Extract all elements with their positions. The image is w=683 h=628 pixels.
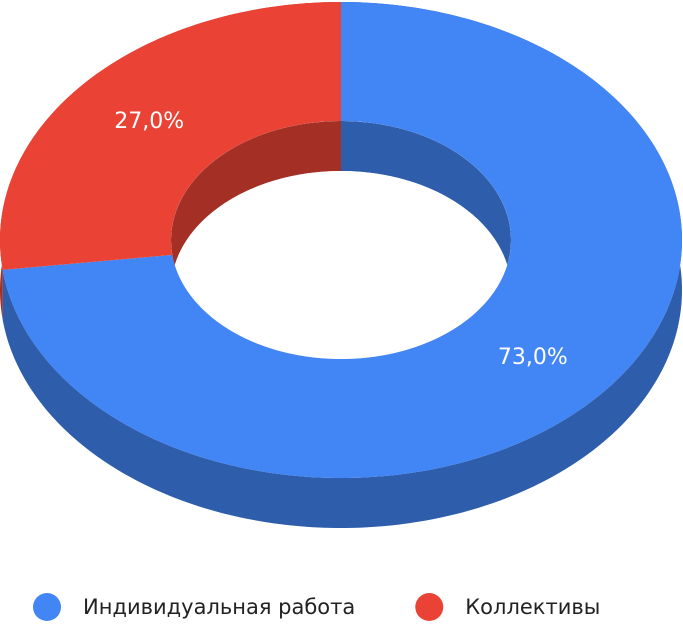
slices xyxy=(0,2,682,478)
legend: Индивидуальная работа Коллективы xyxy=(33,593,600,621)
legend-label: Индивидуальная работа xyxy=(83,595,355,619)
legend-swatch xyxy=(415,593,444,621)
value-label: 73,0% xyxy=(498,345,568,370)
slice xyxy=(0,2,341,270)
value-label: 27,0% xyxy=(114,109,184,134)
value-labels: 73,0% 27,0% xyxy=(114,109,568,370)
legend-label: Коллективы xyxy=(465,595,600,619)
slice xyxy=(2,2,682,478)
hole-wall xyxy=(171,121,341,305)
legend-swatch xyxy=(33,593,61,621)
